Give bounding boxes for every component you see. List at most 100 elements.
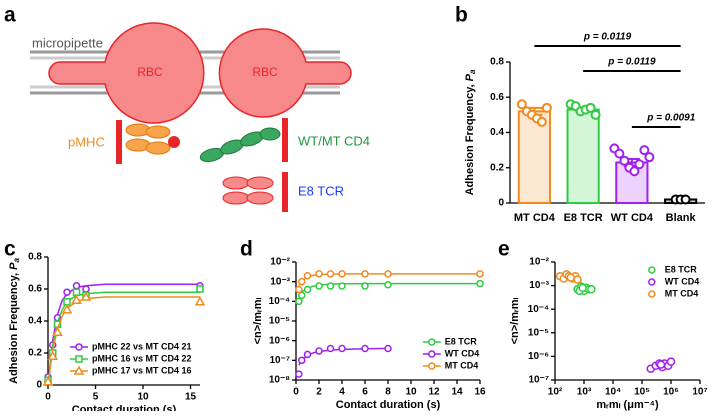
x-tick-label: 10⁷ — [692, 387, 707, 398]
y-tick-label: 0 — [36, 380, 42, 391]
data-point — [585, 102, 596, 113]
bar — [566, 108, 600, 204]
membrane — [282, 172, 288, 212]
membrane — [116, 120, 122, 164]
y-tick-label: 10⁻³ — [529, 280, 549, 291]
y-tick-label: 0.4 — [28, 316, 42, 327]
legend-marker — [648, 290, 656, 298]
marker — [578, 283, 587, 293]
y-tick-label: 0.6 — [28, 284, 42, 295]
p-value: p = 0.0091 — [646, 113, 696, 124]
legend-marker — [428, 362, 436, 370]
marker — [63, 298, 71, 306]
y-axis-title: Adhesion Frequency, Pa — [464, 69, 477, 195]
marker — [338, 270, 346, 278]
data-point — [629, 166, 640, 177]
marker — [71, 294, 82, 304]
marker — [303, 350, 312, 359]
x-tick-label: 10² — [548, 387, 563, 398]
x-tick-label: 10 — [405, 387, 417, 398]
x-tick-label: 2 — [316, 387, 322, 398]
x-axis-title: Contact duration (s) — [72, 404, 177, 411]
peptide — [168, 136, 180, 148]
panel-letter: c — [4, 238, 16, 261]
marker — [303, 271, 312, 280]
x-tick-label: 0 — [45, 392, 51, 403]
marker — [295, 297, 303, 306]
legend-label: WT CD4 — [665, 276, 700, 286]
y-tick-label: 10⁻⁷ — [269, 355, 290, 366]
y-tick-label: 0.2 — [28, 348, 42, 359]
tcr-shape — [222, 176, 274, 205]
panel-letter: e — [498, 238, 510, 261]
y-tick-label: 10⁻⁶ — [269, 335, 290, 346]
y-title-var: P — [8, 262, 20, 270]
marker — [72, 282, 81, 290]
marker — [361, 344, 369, 353]
legend-label: pMHC 22 vs MT CD4 21 — [92, 341, 192, 351]
x-tick-label: 15 — [185, 392, 197, 403]
y-title-text: Adhesion Frequency, — [464, 84, 476, 195]
x-tick-label: 14 — [451, 387, 463, 398]
x-tick-label: E8 TCR — [564, 212, 603, 224]
data-point — [541, 102, 552, 113]
y-tick-label: 10⁻⁸ — [269, 375, 290, 386]
y-tick-label: 10⁻⁴ — [528, 304, 549, 315]
marker — [573, 275, 582, 284]
y-tick-label: 10⁻² — [529, 257, 549, 268]
x-tick-label: WT CD4 — [611, 212, 654, 224]
marker — [52, 326, 63, 336]
y-axis-title: <n>/mᵣmₗ — [509, 297, 521, 344]
legend-label: pMHC 16 vs MT CD4 22 — [92, 353, 192, 363]
y-tick-label: 10⁻⁷ — [528, 375, 549, 386]
marker — [61, 304, 73, 314]
y-title-text: <n>/mᵣmₗ — [252, 297, 264, 344]
p-value: p = 0.0119 — [607, 57, 656, 68]
x-tick-label: MT CD4 — [514, 212, 556, 224]
marker — [63, 288, 71, 296]
legend-marker — [73, 365, 85, 375]
membrane — [282, 118, 288, 162]
y-title-sub: a — [12, 258, 21, 263]
marker — [384, 344, 392, 353]
y-tick-label: 10⁻² — [270, 257, 290, 268]
pipette-label: micropipette — [32, 35, 103, 50]
x-axis-title: mᵣmₗ (μm⁻⁴) — [596, 399, 659, 411]
p-value: p = 0.0119 — [583, 32, 632, 43]
y-tick-label: 10⁻⁴ — [269, 296, 290, 307]
x-tick-label: 12 — [428, 387, 440, 398]
x-axis-title: Contact duration (s) — [336, 399, 441, 411]
pmhc-shape — [125, 123, 171, 155]
marker — [72, 288, 81, 296]
marker — [338, 282, 346, 290]
marker — [298, 291, 306, 300]
data-point — [639, 145, 650, 156]
y-tick-label: 0.4 — [490, 127, 504, 138]
y-title-sub: a — [468, 69, 477, 74]
marker — [298, 356, 306, 365]
marker — [326, 344, 335, 353]
marker — [326, 270, 335, 278]
marker — [338, 344, 346, 353]
legend-label: pMHC 17 vs MT CD4 16 — [92, 365, 192, 375]
marker — [47, 350, 59, 360]
x-tick-label: 0 — [293, 387, 299, 398]
legend-marker — [648, 266, 656, 274]
marker — [384, 280, 392, 289]
panel-letter: b — [455, 4, 468, 27]
data-point — [619, 155, 630, 166]
y-tick-label: 0.8 — [28, 252, 42, 263]
panel-letter: d — [240, 238, 253, 261]
legend-marker — [428, 350, 436, 358]
bar — [517, 110, 551, 204]
data-point — [614, 148, 625, 159]
x-tick-label: Blank — [666, 212, 697, 224]
marker — [315, 347, 323, 355]
marker — [80, 291, 92, 301]
y-title-text: Adhesion Frequency, — [8, 273, 20, 384]
marker — [196, 285, 204, 293]
marker — [361, 282, 369, 290]
y-tick-label: 0.6 — [490, 92, 504, 103]
marker — [194, 296, 206, 306]
